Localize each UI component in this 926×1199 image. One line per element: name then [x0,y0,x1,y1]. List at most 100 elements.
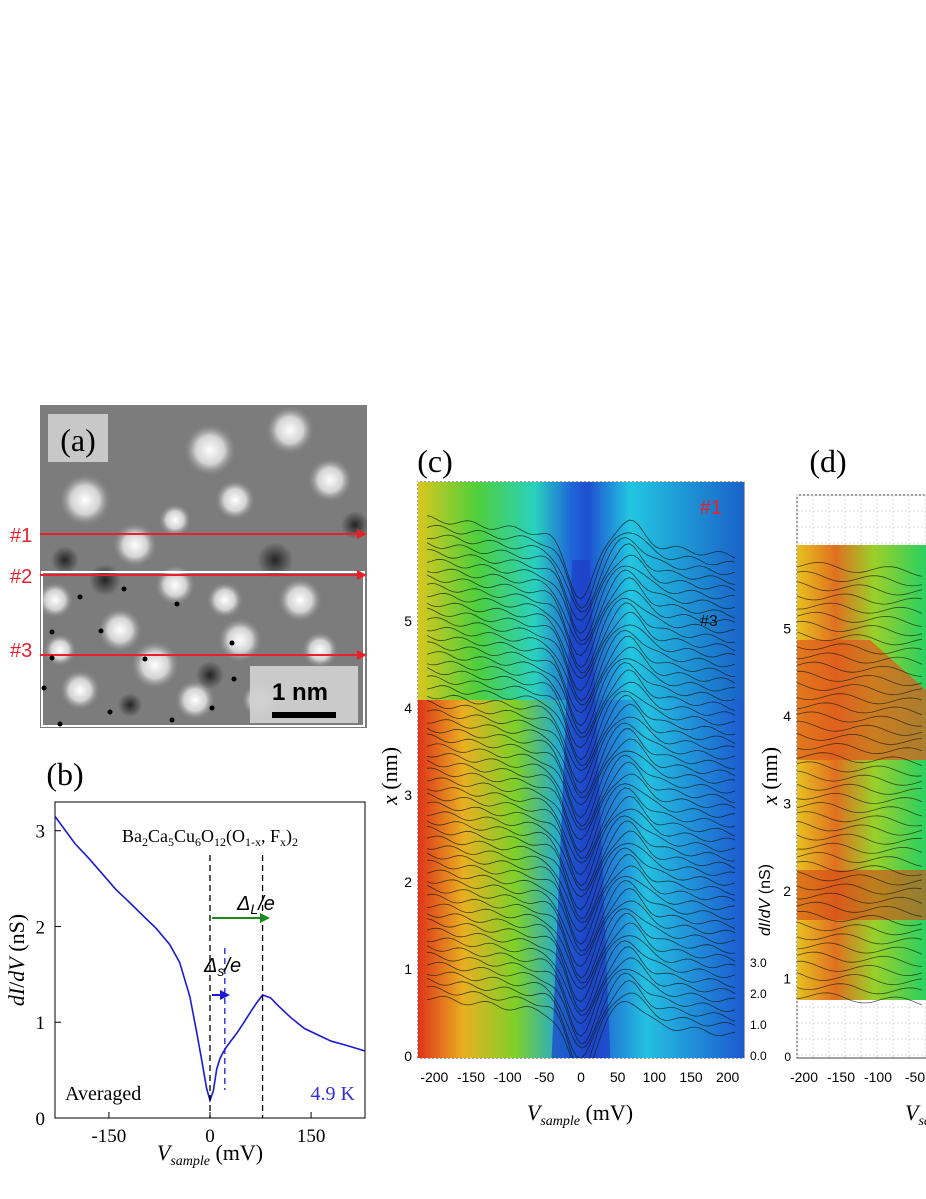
y-tick-label: 4 [404,700,412,716]
spectrum-trace [426,913,736,990]
spectrum-trace [797,811,923,827]
spectrum-trace [426,727,736,806]
panel-c-xlabel: Vsample (mV) [527,1100,633,1129]
spectrum-trace [426,515,736,600]
spectrum-trace [797,711,922,727]
spectrum-trace [797,720,923,736]
x-tick-label: 0 [205,1126,215,1147]
line-cuts [40,529,367,660]
atom-dot [142,656,148,662]
spectrum-trace [426,845,736,924]
spectrum-trace [797,752,923,766]
topograph-bump [218,618,262,662]
panel-c: (c) -200 -150 -100 -50 0 50 100 150 200 0 1 2 3 4 5 0.0… [377,443,774,1129]
spectrum-trace [426,903,736,984]
y-tick-label: 2 [36,917,46,938]
atom-dot [169,717,175,723]
spectrum-trace [426,709,736,794]
temperature-label: 4.9 K [311,1083,356,1105]
spectrum-trace [426,651,736,734]
spectrum-trace [797,652,923,665]
panel-a-label-bg [48,414,108,462]
panel-b-xlabel: Vsample (mV) [157,1140,263,1169]
panel-b-ylabel: dI/dV (nS) [4,914,29,1006]
spectrum-trace [797,802,923,817]
topograph-bump [302,632,338,668]
compound-formula: Ba2Ca5Cu6O12(O1-x, Fx)2 [122,826,298,849]
spectrum-trace [426,945,736,1024]
z-tick-label: 0.0 [750,1049,767,1063]
spectrum-trace [797,851,923,867]
spectrum-trace [426,787,736,864]
spectrum-trace [797,682,923,696]
topograph-bump [175,680,215,720]
line-cut-1-arrow [357,529,367,539]
atom-dot [57,721,63,727]
spectrum-trace [426,542,736,622]
y-tick-label: 0 [404,1048,412,1064]
spectrum-trace [426,634,736,714]
spectrum-trace [797,620,923,637]
spectrum-trace [797,842,923,854]
spectrum-trace [426,885,736,967]
spectrum-trace [797,661,923,677]
line-label-1: #1 [10,525,32,547]
spectrum-trace [797,833,923,845]
spectrum-trace [426,607,736,692]
spectrum-trace [426,961,735,1045]
spectrum-trace [426,777,736,859]
panel-c-line-label-3: #3 [700,613,718,630]
delta-l-arrow-head [260,913,270,923]
y-tick-label: 3 [783,796,791,812]
spectrum-trace [426,835,736,920]
spectrum-trace [426,583,736,669]
spectrum-trace [426,879,736,956]
topograph-bump [159,504,191,536]
spectrum-trace [797,960,923,977]
y-tick-label: 1 [783,971,791,987]
spectrum-trace [426,753,736,831]
spectrum-trace [426,685,736,767]
z-tick-label: 1.0 [750,1018,767,1032]
spectrum-trace [426,852,736,932]
spectrum-trace [797,972,923,986]
spectrum-trace [426,719,736,799]
spectrum-trace [797,942,923,955]
topograph-pit [51,546,79,574]
spectrum-trace [797,761,923,777]
spectrum-trace [797,883,923,895]
y-tick-label: 4 [783,708,791,724]
spectrum-trace [797,951,923,967]
x-tick-label: 100 [643,1069,667,1085]
topograph-bump [308,458,352,502]
spectrum-trace [797,611,923,627]
spectrum-trace [797,702,923,716]
y-tick-label: 2 [404,874,412,890]
panel-c-line-label-1: #1 [700,497,722,519]
spectrum-trace [426,977,736,1058]
gap-markers [209,855,264,1118]
y-tick-label: 2 [783,883,791,899]
spectrum-trace [426,558,736,642]
spectrum-trace [426,825,736,911]
spectrum-trace [797,581,923,596]
panel-c-axes: -200 -150 -100 -50 0 50 100 150 200 0 1 2 3 4 5 0.0 1.0 2… [404,613,767,1085]
x-tick-label: 200 [716,1069,740,1085]
spectrum-trace [426,660,736,738]
spectrum-trace [797,631,923,646]
y-tick-label: 1 [404,961,412,977]
panel-d: (d) -200 -150 -100 -50 1 2 3 4 5 0 Vsam x (nm) [757,443,926,1129]
surface-band [797,545,926,1000]
spectrum-trace [797,643,923,655]
panel-c-label: (c) [417,443,453,479]
spectrum-trace [426,995,736,1058]
spectrum-trace [426,869,736,952]
spectrum-trace [797,593,923,605]
spectrum-trace [797,670,923,687]
spectrum-trace [797,783,922,795]
spectrum-trace [797,892,923,904]
atom-dot [174,601,180,607]
topograph-pit [257,542,293,578]
spectrum-trace [426,694,736,772]
y-tick-label: 5 [404,613,412,629]
